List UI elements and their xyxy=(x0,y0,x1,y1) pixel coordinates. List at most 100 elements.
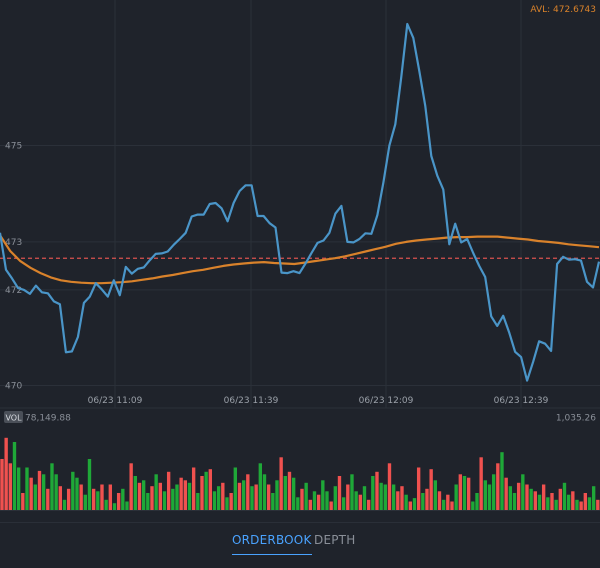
volume-bar xyxy=(233,467,237,510)
volume-bar xyxy=(200,476,204,510)
volume-bar xyxy=(141,480,146,510)
volume-bar xyxy=(204,471,208,511)
volume-bar xyxy=(316,494,321,510)
volume-bar xyxy=(471,501,475,510)
volume-bar xyxy=(575,499,579,510)
volume-bar xyxy=(254,484,258,510)
volume-bar xyxy=(583,493,587,510)
volume-bar xyxy=(171,488,175,511)
volume-bar xyxy=(366,499,371,510)
volume-bar xyxy=(158,482,162,510)
volume-bar xyxy=(504,477,508,510)
x-tick-labels: 06/23 11:09 06/23 11:39 06/23 12:09 06/23 1… xyxy=(88,396,549,406)
volume-bar xyxy=(475,493,479,510)
volume-bar xyxy=(554,499,558,510)
x-tick-label: 06/23 12:39 xyxy=(494,396,549,406)
volume-bar xyxy=(483,480,487,510)
volume-bar xyxy=(416,467,421,510)
volume-bar xyxy=(266,484,271,510)
volume-bar xyxy=(0,459,4,510)
volume-bar xyxy=(62,499,67,510)
volume-bar xyxy=(250,486,254,510)
volume-bar xyxy=(50,463,54,511)
volume-bar xyxy=(300,488,304,511)
volume-bar xyxy=(491,474,496,510)
volume-bar xyxy=(262,474,267,510)
volume-bar xyxy=(133,476,137,510)
volume-bar xyxy=(325,491,329,510)
volume-bar xyxy=(496,463,500,511)
volume-bar xyxy=(79,484,83,510)
volume-bar xyxy=(571,491,575,510)
tab-depth[interactable]: DEPTH xyxy=(314,533,356,547)
volume-bar xyxy=(279,457,283,510)
vol-badge-bg xyxy=(4,411,23,423)
y-tick-label: 475 xyxy=(5,141,22,151)
volume-bar xyxy=(225,497,229,511)
volume-bar xyxy=(379,482,383,510)
y-tick-labels: 475 473 472 470 xyxy=(5,141,22,391)
volume-bar xyxy=(4,437,8,511)
volume-bar xyxy=(196,493,200,510)
volume-bar xyxy=(312,491,317,510)
volume-bar xyxy=(75,477,79,510)
volume-bar xyxy=(87,459,92,510)
volume-bars xyxy=(0,437,600,511)
volume-bar xyxy=(458,474,462,510)
volume-bar xyxy=(408,501,412,510)
volume-bar xyxy=(54,474,58,510)
volume-bar xyxy=(558,488,562,511)
volume-bar xyxy=(321,480,325,510)
volume-bar xyxy=(112,503,117,510)
volume-bar xyxy=(129,463,133,511)
volume-bar xyxy=(29,477,33,510)
volume-bar xyxy=(166,471,171,511)
volume-bar xyxy=(596,499,600,510)
volume-bar xyxy=(216,486,221,510)
x-tick-label: 06/23 11:39 xyxy=(224,396,279,406)
volume-bar xyxy=(371,476,375,510)
volume-bar xyxy=(208,469,212,510)
volume-bar xyxy=(287,471,292,511)
volume-bar xyxy=(425,488,429,511)
volume-bar xyxy=(91,488,96,511)
volume-bar xyxy=(508,486,512,510)
volume-bar xyxy=(229,493,233,510)
volume-bar xyxy=(221,482,225,510)
volume-bar xyxy=(12,442,17,510)
volume-bar xyxy=(66,488,71,511)
volume-bar xyxy=(546,497,550,511)
volume-bar xyxy=(308,499,312,510)
volume-bar xyxy=(241,480,246,510)
volume-bar xyxy=(337,476,342,510)
volume-bar xyxy=(521,474,525,510)
volume-bar xyxy=(191,467,196,510)
volume-bar xyxy=(400,486,404,510)
volume-bar xyxy=(46,488,50,511)
bottom-tab-bar: ORDERBOOK DEPTH xyxy=(0,522,600,568)
volume-bar xyxy=(529,488,533,511)
volume-bar xyxy=(421,493,425,510)
volume-bar xyxy=(587,497,592,511)
volume-bar xyxy=(450,501,454,510)
volume-bar xyxy=(108,484,112,510)
volume-bar xyxy=(33,484,37,510)
volume-bar xyxy=(96,491,100,510)
volume-bar xyxy=(533,491,537,510)
volume-bar xyxy=(591,486,596,510)
vol-badge: VOL xyxy=(5,414,22,423)
volume-bar xyxy=(362,486,367,510)
vol-total: 78,149.88 xyxy=(25,414,71,424)
y-tick-label: 470 xyxy=(5,381,22,391)
vol-max: 1,035.26 xyxy=(556,414,596,424)
volume-bar xyxy=(383,484,387,510)
volume-bar xyxy=(525,484,529,510)
tab-orderbook[interactable]: ORDERBOOK xyxy=(232,533,312,555)
volume-bar xyxy=(579,501,583,510)
volume-bar xyxy=(100,484,104,510)
volume-bar xyxy=(116,493,121,510)
volume-bar xyxy=(437,491,442,510)
volume-bar xyxy=(333,486,337,510)
volume-bar xyxy=(37,470,42,510)
